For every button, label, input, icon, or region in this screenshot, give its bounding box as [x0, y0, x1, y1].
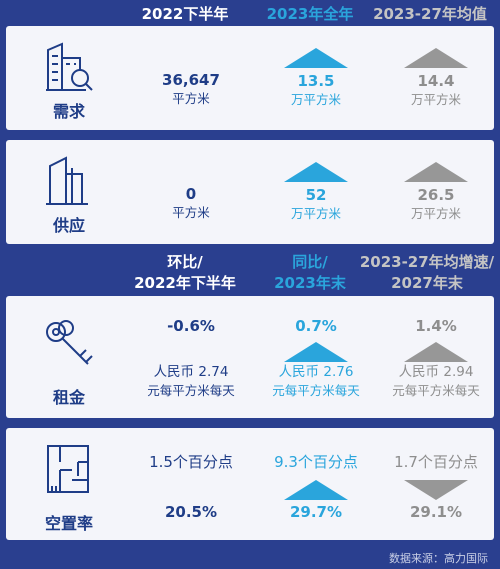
rent-label: 租金 — [52, 388, 85, 407]
vacancy-col3-down-arrow-icon — [404, 480, 468, 500]
header2-col2: 同比/ 2023年末 — [250, 252, 370, 294]
vacancy-col2-up-arrow-icon — [284, 480, 348, 500]
rent-col1-change: -0.6% — [167, 317, 215, 335]
rent-card: 租金 -0.6% 人民币 2.74 元每平方米每天 0.7% 人民币 2.76 … — [6, 296, 494, 418]
building-search-icon — [42, 40, 96, 94]
header2-col1: 环比/ 2022年下半年 — [125, 252, 245, 294]
floor-plan-icon — [42, 442, 96, 496]
supply-card: 供应 0 平方米 52 万平方米 26.5 万平方米 — [6, 140, 494, 244]
data-source: 数据来源：高力国际 — [389, 552, 488, 565]
header2-col2-line1: 同比/ — [292, 253, 328, 271]
vacancy-col1-value: 20.5% — [164, 503, 218, 521]
supply-col3-up-arrow-icon — [404, 162, 468, 182]
supply-label: 供应 — [52, 216, 85, 235]
rent-col2-up-arrow-icon — [284, 342, 348, 362]
header2-col1-line2: 2022年下半年 — [134, 274, 236, 292]
demand-col2-unit: 万平方米 — [290, 92, 341, 107]
header2-col3-line2: 2027年末 — [391, 274, 463, 292]
rent-col1-value: 人民币 2.74 — [153, 364, 229, 380]
supply-col2-unit: 万平方米 — [290, 206, 341, 221]
vacancy-col1-change: 1.5个百分点 — [149, 453, 233, 471]
demand-col2-value: 13.5 — [297, 72, 335, 90]
keys-icon — [42, 318, 96, 372]
demand-col1-value: 36,647 — [162, 71, 220, 89]
buildings-icon — [42, 154, 96, 208]
demand-card: 需求 36,647 平方米 13.5 万平方米 14.4 万平方米 — [6, 26, 494, 130]
supply-col1-unit: 平方米 — [172, 205, 210, 220]
vacancy-col2-change: 9.3个百分点 — [274, 453, 358, 471]
demand-label: 需求 — [52, 102, 85, 121]
supply-col3-value: 26.5 — [417, 186, 455, 204]
rent-col1-unit: 元每平方米每天 — [147, 383, 235, 398]
rent-col3-change: 1.4% — [415, 317, 457, 335]
rent-col3-up-arrow-icon — [404, 342, 468, 362]
demand-col3-unit: 万平方米 — [410, 92, 461, 107]
supply-col1-value: 0 — [185, 185, 197, 203]
header-col2: 2023年全年 — [266, 5, 354, 23]
rent-col3-value: 人民币 2.94 — [398, 364, 474, 380]
supply-col2-up-arrow-icon — [284, 162, 348, 182]
demand-col3-up-arrow-icon — [404, 48, 468, 68]
vacancy-col3-change: 1.7个百分点 — [394, 453, 478, 471]
supply-col3-unit: 万平方米 — [410, 206, 461, 221]
vacancy-label: 空置率 — [44, 514, 93, 533]
header-col3: 2023-27年均值 — [373, 5, 487, 23]
header2-col3-line1: 2023-27年均增速/ — [359, 253, 495, 271]
header2-col1-line1: 环比/ — [167, 253, 203, 271]
rent-col3-unit: 元每平方米每天 — [392, 383, 480, 398]
rent-col2-value: 人民币 2.76 — [278, 364, 354, 380]
rent-col2-change: 0.7% — [295, 317, 337, 335]
vacancy-col3-value: 29.1% — [409, 503, 463, 521]
demand-col2-up-arrow-icon — [284, 48, 348, 68]
vacancy-card: 空置率 1.5个百分点 20.5% 9.3个百分点 29.7% 1.7个百分点 … — [6, 428, 494, 540]
demand-col1-unit: 平方米 — [172, 91, 210, 106]
supply-col2-value: 52 — [305, 186, 327, 204]
vacancy-col2-value: 29.7% — [289, 503, 343, 521]
header2-col3: 2023-27年均增速/ 2027年末 — [356, 252, 498, 294]
demand-col3-value: 14.4 — [417, 72, 455, 90]
header2-col2-line2: 2023年末 — [274, 274, 346, 292]
header-col1: 2022下半年 — [141, 5, 229, 23]
rent-col2-unit: 元每平方米每天 — [272, 383, 360, 398]
